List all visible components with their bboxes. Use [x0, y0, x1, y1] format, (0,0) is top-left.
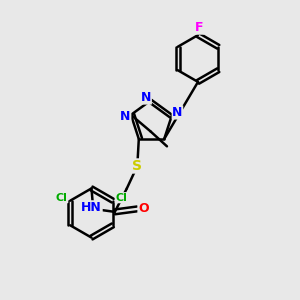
Text: N: N	[141, 91, 151, 104]
Text: Cl: Cl	[56, 193, 68, 203]
Text: Cl: Cl	[115, 193, 127, 203]
Text: HN: HN	[81, 201, 102, 214]
Text: O: O	[138, 202, 148, 215]
Text: N: N	[172, 106, 183, 119]
Text: F: F	[195, 21, 204, 34]
Text: N: N	[120, 110, 131, 123]
Text: S: S	[132, 159, 142, 173]
